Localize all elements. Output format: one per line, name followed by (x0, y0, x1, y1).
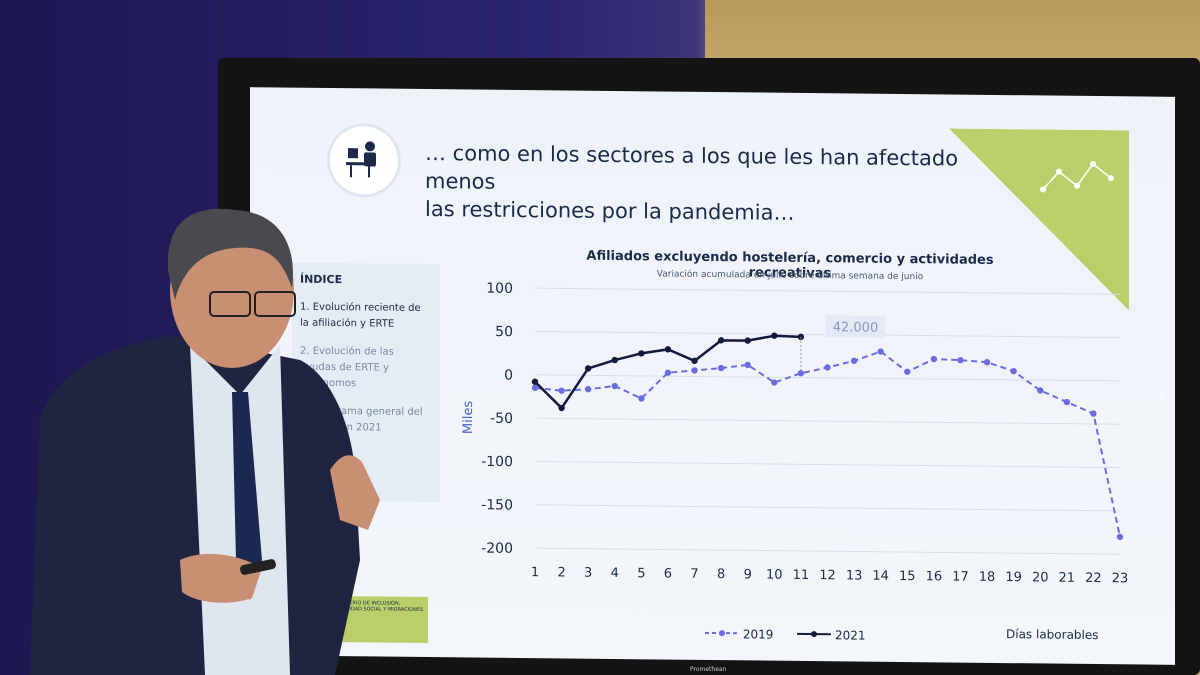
data-point-2019 (824, 364, 831, 371)
gridline (535, 504, 1120, 512)
y-tick-label: -100 (481, 454, 513, 470)
presentation-slide: … como en los sectores a los que les han… (250, 87, 1175, 665)
x-tick-label: 6 (664, 566, 672, 581)
data-point-2019 (558, 387, 565, 394)
data-point-2019 (850, 357, 858, 365)
x-tick-label: 7 (690, 567, 698, 582)
gridline (535, 287, 1120, 295)
data-point-2019 (797, 370, 805, 377)
data-point-2019 (638, 395, 645, 402)
y-tick-label: 100 (486, 281, 513, 297)
data-point-2019 (771, 379, 778, 386)
data-point-2019 (744, 361, 751, 369)
x-tick-label: 14 (872, 569, 889, 584)
x-tick-label: 2 (557, 565, 565, 580)
x-tick-label: 17 (952, 570, 969, 585)
x-tick-label: 15 (899, 569, 916, 584)
data-point-2021 (771, 332, 778, 339)
x-tick-label: 11 (793, 568, 810, 583)
data-point-2019 (930, 355, 938, 363)
annotation-box (825, 315, 886, 338)
chevron-left-icon[interactable]: ‹ (1158, 386, 1166, 407)
data-point-2019 (1037, 387, 1044, 394)
data-point-2019 (691, 367, 698, 374)
network-graph-icon (1039, 149, 1119, 200)
data-point-2019 (1090, 410, 1097, 417)
data-point-2021 (664, 346, 672, 353)
x-tick-label: 4 (611, 566, 619, 581)
corner-accent (949, 128, 1129, 310)
x-tick-label: 21 (1059, 571, 1076, 586)
gridline (535, 460, 1120, 469)
data-point-2019 (584, 386, 592, 393)
x-tick-label: 8 (717, 567, 725, 582)
y-tick-label: 50 (495, 324, 513, 340)
data-point-2021 (584, 365, 592, 372)
y-axis-label: Miles (461, 401, 476, 435)
x-tick-label: 18 (979, 570, 996, 585)
x-tick-label: 1 (531, 565, 539, 580)
y-tick-label: -150 (481, 497, 513, 513)
data-point-2019 (1063, 398, 1071, 406)
data-point-2019 (1116, 533, 1124, 541)
data-point-2019 (877, 348, 884, 355)
chart-legend: 2019 2021 (705, 627, 886, 643)
x-tick-label: 16 (926, 569, 943, 584)
data-point-2019 (717, 364, 725, 372)
data-point-2021 (691, 357, 698, 365)
x-tick-label: 9 (744, 567, 752, 582)
data-point-2019 (957, 356, 964, 364)
data-point-2021 (744, 337, 751, 344)
x-tick-label: 19 (1005, 570, 1022, 585)
data-point-2019 (531, 384, 539, 392)
worker-at-desk-icon (330, 125, 398, 195)
legend-2019: 2019 (705, 627, 787, 642)
x-tick-label: 22 (1085, 571, 1102, 586)
data-point-2019 (1010, 367, 1017, 375)
data-point-2019 (664, 369, 672, 376)
data-point-2019 (904, 368, 911, 375)
gridline (535, 547, 1120, 555)
y-tick-label: -200 (481, 541, 513, 557)
data-point-2019 (611, 382, 618, 390)
data-point-2021 (638, 350, 645, 357)
data-point-2021 (717, 337, 725, 344)
x-tick-label: 10 (766, 568, 783, 583)
x-tick-label: 5 (637, 566, 645, 581)
x-tick-label: 12 (819, 568, 836, 583)
data-point-2021 (558, 404, 565, 412)
gridline (535, 417, 1120, 425)
y-tick-label: -50 (490, 411, 513, 427)
monitor-brand: Promethean (690, 666, 727, 673)
data-point-2021 (611, 356, 618, 364)
x-tick-label: 20 (1032, 570, 1049, 585)
x-tick-label: 13 (846, 568, 863, 583)
x-tick-label: 3 (584, 566, 592, 581)
data-point-2019 (983, 359, 991, 366)
y-tick-label: 0 (504, 367, 513, 383)
legend-2021: 2021 (797, 628, 875, 643)
gridline (535, 374, 1120, 382)
annotation-label: 42.000 (833, 320, 878, 335)
data-point-2021 (531, 378, 539, 385)
x-tick-label: 23 (1112, 571, 1129, 586)
